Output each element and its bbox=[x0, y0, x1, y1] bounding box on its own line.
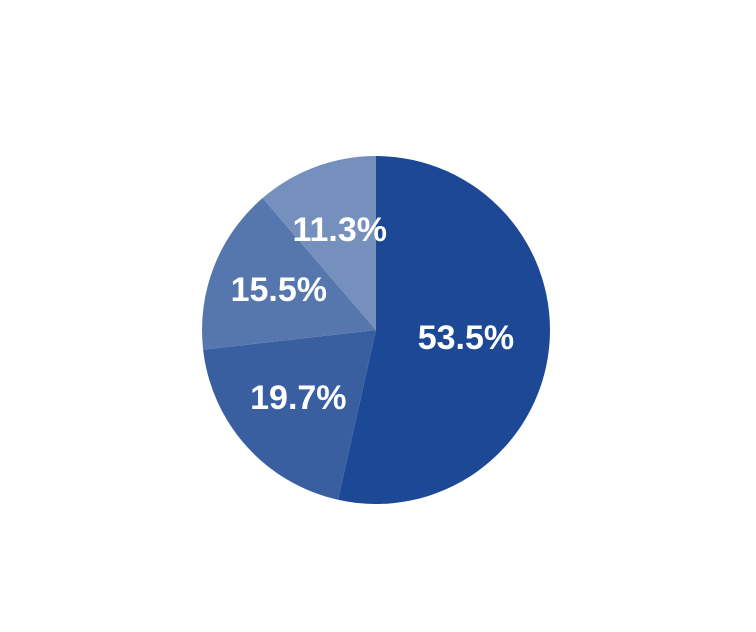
pie-slice bbox=[262, 156, 376, 330]
pie-slice bbox=[338, 156, 551, 504]
data-label: 11.3% bbox=[292, 211, 387, 249]
pie-slice bbox=[203, 330, 376, 500]
pie-slice bbox=[201, 198, 376, 350]
data-label: 53.5% bbox=[418, 319, 514, 357]
data-label: 19.7% bbox=[250, 379, 346, 417]
data-label: 15.5% bbox=[231, 271, 327, 309]
